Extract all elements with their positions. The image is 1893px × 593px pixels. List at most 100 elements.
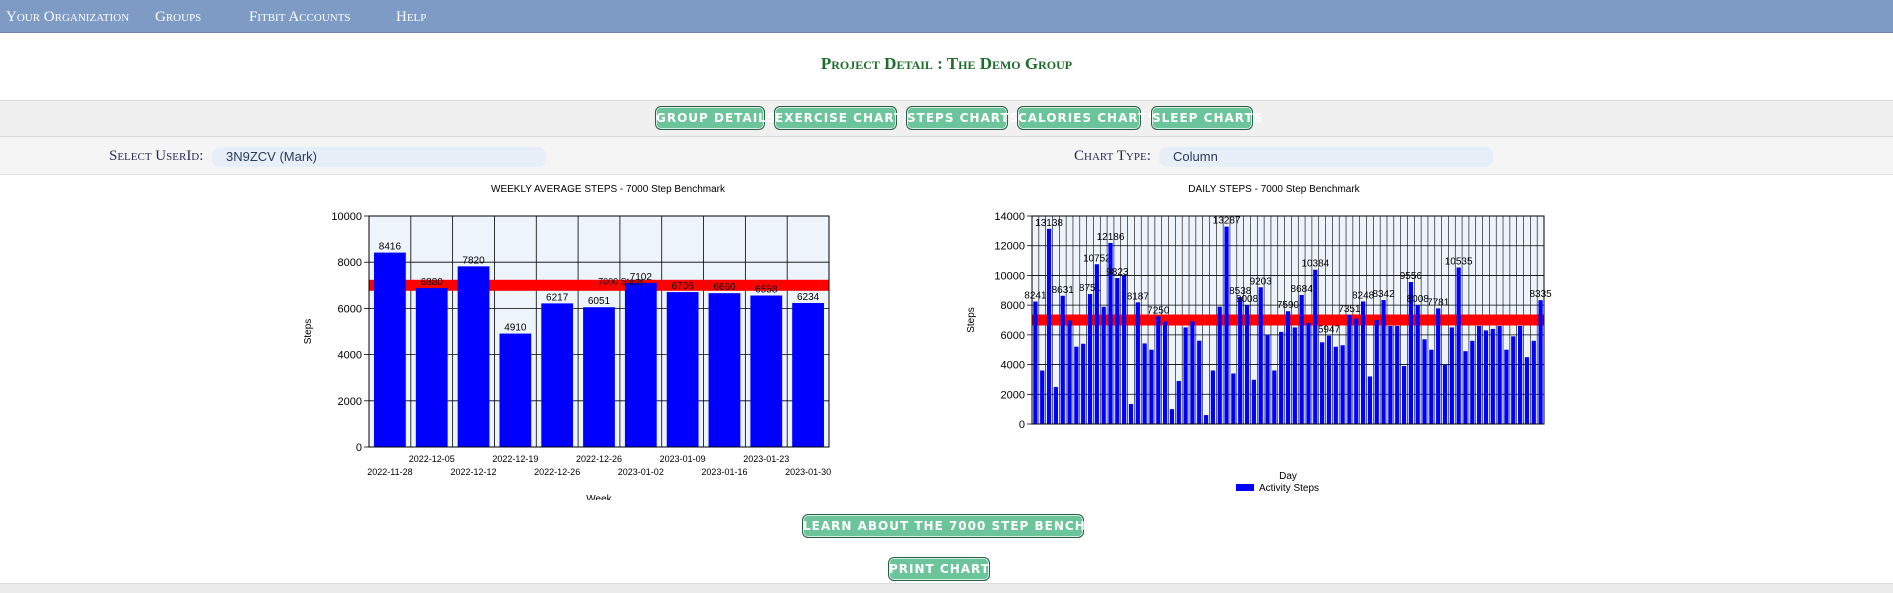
data-label: 7102: [630, 272, 653, 283]
y-tick-label: 4000: [338, 350, 362, 362]
bar: [1313, 269, 1318, 424]
data-label: 7820: [462, 255, 485, 266]
bar: [708, 293, 741, 447]
x-tick-label: 2023-01-02: [618, 467, 664, 477]
bar: [1251, 379, 1256, 424]
bar: [1224, 226, 1229, 424]
bar: [1190, 321, 1195, 424]
calories-charts-button[interactable]: CALORIES CHARTS: [1017, 106, 1156, 130]
data-label: 9823: [1106, 267, 1129, 278]
exercise-charts-button[interactable]: EXERCISE CHARTS: [774, 106, 912, 130]
data-label: 8684: [1291, 284, 1314, 295]
bar: [1511, 336, 1516, 424]
weekly-steps-chart: WEEKLY AVERAGE STEPS - 7000 Step Benchma…: [303, 184, 831, 500]
data-label: 8335: [1529, 289, 1552, 300]
data-label: 6558: [755, 285, 778, 296]
top-nav-bar: Your Organization Groups Fitbit Accounts…: [0, 0, 1893, 33]
bar: [1326, 335, 1332, 424]
bar: [1408, 282, 1413, 424]
bar: [1203, 415, 1209, 424]
data-label: 9203: [1250, 276, 1273, 287]
x-tick-label: 2022-12-12: [451, 467, 497, 477]
data-label: 8008: [1407, 294, 1430, 305]
bar: [1265, 334, 1270, 424]
data-label: 8631: [1052, 285, 1075, 296]
bar: [1306, 322, 1311, 424]
x-tick-label: 2023-01-16: [701, 467, 747, 477]
bar: [1436, 308, 1441, 424]
user-select[interactable]: 3N9ZCV (Mark): [212, 147, 546, 167]
y-tick-label: 4000: [1001, 360, 1025, 372]
x-axis-title: Week: [586, 494, 612, 500]
chart-type-select[interactable]: Column: [1159, 147, 1493, 167]
bar: [624, 282, 657, 447]
x-tick-label: 2022-12-05: [409, 454, 455, 464]
bar: [1449, 327, 1454, 424]
data-label: 6234: [797, 292, 820, 303]
bar: [1244, 305, 1250, 424]
bar: [1238, 297, 1243, 424]
plot-frame: [368, 215, 830, 448]
group-details-button[interactable]: GROUP DETAILS: [655, 106, 775, 130]
bar: [1094, 264, 1099, 424]
bar: [1210, 370, 1216, 424]
selector-bar: Select UserId: 3N9ZCV (Mark) Chart Type:…: [0, 137, 1893, 175]
bar: [1285, 311, 1291, 424]
y-axis-title: Steps: [303, 319, 314, 345]
data-label: 12186: [1097, 232, 1125, 243]
bar: [1504, 349, 1509, 424]
nav-groups[interactable]: Groups: [155, 9, 202, 25]
learn-benchmark-button[interactable]: LEARN ABOUT THE 7000 STEP BENCHMARK: [802, 514, 1129, 538]
nav-fitbit-accounts[interactable]: Fitbit Accounts: [249, 9, 351, 25]
bar: [1183, 327, 1188, 424]
bar: [1053, 387, 1059, 424]
y-tick-label: 10000: [331, 211, 362, 223]
x-tick-label: 2022-12-26: [576, 454, 622, 464]
bar: [1354, 318, 1359, 424]
x-axis-title: Day: [1279, 471, 1297, 482]
bar: [583, 307, 615, 447]
bar: [1490, 328, 1495, 424]
plot-frame: [1031, 215, 1545, 425]
sleep-charts-button[interactable]: SLEEP CHARTS: [1151, 106, 1262, 130]
x-tick-label: 2022-12-26: [534, 467, 580, 477]
page-title: Project Detail : The Demo Group: [820, 54, 1073, 73]
bar: [1142, 343, 1147, 424]
steps-charts-button[interactable]: STEPS CHARTS: [906, 106, 1018, 130]
bar: [1292, 327, 1297, 424]
bar: [1381, 300, 1386, 424]
chart-title: DAILY STEPS - 7000 Step Benchmark: [1188, 184, 1360, 195]
bar: [666, 292, 699, 447]
y-tick-label: 0: [1019, 419, 1025, 431]
bar: [1367, 376, 1373, 424]
bar: [1033, 301, 1038, 424]
data-label: 10535: [1445, 256, 1473, 267]
y-tick-label: 8000: [338, 257, 362, 269]
print-charts-button[interactable]: PRINT CHARTS: [888, 557, 999, 581]
bar: [415, 288, 448, 447]
bar: [1388, 325, 1393, 424]
bar: [792, 302, 824, 447]
nav-your-organization[interactable]: Your Organization: [6, 9, 130, 25]
bar: [1279, 331, 1284, 424]
bar: [1149, 349, 1154, 424]
bar: [1538, 300, 1543, 424]
bar: [1497, 325, 1502, 424]
benchmark-label: 7000 Steps: [598, 276, 644, 286]
bar: [1347, 314, 1352, 424]
benchmark-line: [369, 279, 829, 291]
bar: [1483, 330, 1489, 424]
data-label: 8248: [1352, 290, 1375, 301]
y-tick-label: 6000: [338, 303, 362, 315]
nav-help[interactable]: Help: [396, 9, 427, 25]
x-tick-label: 2023-01-09: [660, 454, 706, 464]
bar: [1040, 370, 1045, 424]
bar: [1217, 306, 1222, 424]
legend-swatch: [1236, 484, 1254, 491]
data-label: 6051: [588, 296, 611, 307]
data-label: 6660: [713, 282, 736, 293]
bar: [1101, 306, 1106, 424]
legend-label: Activity Steps: [1259, 483, 1319, 494]
horizontal-scrollbar[interactable]: [0, 583, 1893, 593]
y-axis-title: Steps: [966, 307, 977, 333]
